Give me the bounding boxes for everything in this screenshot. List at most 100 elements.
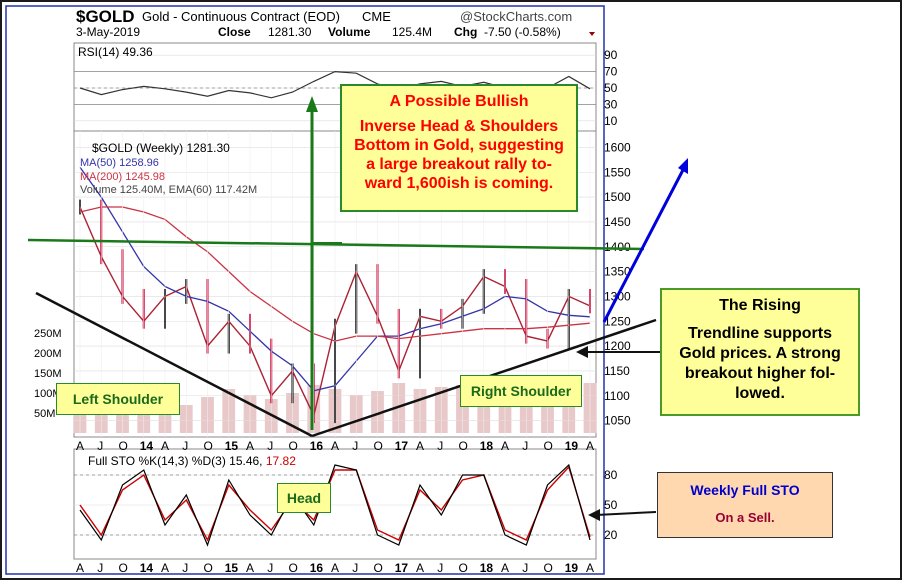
volume-label: Volume [328,25,371,39]
breakout-arrowhead [678,158,688,174]
price-x-tick-label: 18 [480,439,494,453]
sto-x-tick-label: A [331,561,339,575]
price-tick-label: 1050 [604,414,631,428]
price-x-tick-label: 19 [565,439,579,453]
sto-x-tick-label: 15 [225,561,239,575]
header-exchange: CME [362,9,391,24]
price-x-tick-label: J [437,439,443,453]
volume-tick-label: 50M [34,408,55,420]
bullish-body: Inverse Head & Shoulders Bottom in Gold,… [354,118,564,192]
price-tick-label: 1600 [604,140,631,154]
sto-x-tick-label: J [182,561,188,575]
header-name: Gold - Continuous Contract (EOD) [142,9,340,24]
rsi-legend: RSI(14) 49.36 [78,45,153,59]
price-x-tick-label: O [459,439,468,453]
sto-x-tick-label: A [501,561,509,575]
left-shoulder-label: Left Shoulder [56,383,180,415]
sto-pointer-head [588,509,600,521]
sto-x-tick-label: J [437,561,443,575]
volume-value: 125.4M [392,25,432,39]
close-label: Close [218,25,251,39]
sto-note-sub: On a Sell. [715,510,775,525]
price-x-tick-label: O [289,439,298,453]
sto-x-tick-label: O [204,561,213,575]
price-x-tick-label: J [522,439,528,453]
price-x-tick-label: O [204,439,213,453]
bullish-note: A Possible Bullish Inverse Head & Should… [340,84,578,212]
sto-legend-prefix: Full STO %K(14,3) %D(3) [88,454,226,468]
volume-legend: Volume 125.40M, EMA(60) 117.42M [80,184,257,196]
sto-x-tick-label: O [374,561,383,575]
price-x-tick-label: 17 [395,439,409,453]
price-x-tick-label: 15 [225,439,239,453]
price-tick-label: 1400 [604,240,631,254]
sto-k-line [79,463,591,547]
price-x-tick-label: O [374,439,383,453]
rsi-tick-label: 10 [604,114,618,128]
price-x-tick-label: A [501,439,509,453]
target-arrowhead [306,96,318,112]
sto-x-tick-label: 16 [310,561,324,575]
ma200-legend: MA(200) 1245.98 [80,171,165,183]
right-shoulder-label: Right Shoulder [460,375,582,407]
rsi-tick-label: 50 [604,81,618,95]
head-text: Head [286,490,322,506]
price-tick-label: 1500 [604,190,631,204]
sto-panel [73,448,597,560]
sto-x-tick-label: A [416,561,424,575]
sto-x-tick-label: 18 [480,561,494,575]
sto-x-tick-label: 14 [140,561,154,575]
price-x-tick-label: J [182,439,188,453]
price-x-tick-label: A [246,439,254,453]
rsi-tick-label: 30 [604,97,618,111]
close-value: 1281.30 [268,25,312,39]
price-tick-label: 1550 [604,165,631,179]
volume-tick-label: 250M [34,328,62,340]
price-x-tick-label: A [161,439,169,453]
rsi-tick-label: 70 [604,65,618,79]
price-tick-label: 1450 [604,215,631,229]
price-x-tick-label: J [352,439,358,453]
sto-tick-label: 50 [604,498,618,512]
bullish-title: A Possible Bullish [389,93,529,110]
sto-tick-label: 20 [604,528,618,542]
sto-x-tick-label: J [97,561,103,575]
price-x-tick-label: J [97,439,103,453]
chart-frame [5,5,605,575]
sto-x-tick-label: 19 [565,561,579,575]
price-tick-label: 1200 [604,339,631,353]
sto-x-tick-label: A [76,561,84,575]
neckline [27,238,645,251]
price-tick-label: 1100 [604,389,630,403]
volume-tick-label: 100M [34,388,62,400]
price-tick-label: 1350 [604,265,631,279]
rising-title: The Rising [719,297,801,314]
sto-x-tick-label: 17 [395,561,409,575]
price-x-tick-label: A [331,439,339,453]
sto-legend: Full STO %K(14,3) %D(3) 15.46, 17.82 [88,454,296,468]
rising-note: The Rising Trendline supports Gold price… [660,288,860,416]
volume-tick-label: 150M [34,368,62,380]
sto-x-tick-label: O [119,561,128,575]
right-shoulder-text: Right Shoulder [470,383,572,399]
price-x-tick-label: A [416,439,424,453]
sto-note: Weekly Full STO On a Sell. [657,472,833,538]
price-tick-label: 1150 [604,364,630,378]
price-tick-label: 1250 [604,314,631,328]
price-x-tick-label: 16 [310,439,324,453]
sto-x-tick-label: O [459,561,468,575]
head-label: Head [277,483,331,513]
breakout-arrow-line [602,167,686,323]
sto-x-tick-label: A [161,561,169,575]
rising-pointer-head [576,346,588,358]
price-x-tick-label: 14 [140,439,154,453]
chg-value: -7.50 (-0.58%) [484,25,561,39]
price-x-tick-label: O [544,439,553,453]
price-x-tick-label: J [267,439,273,453]
sto-x-tick-label: J [352,561,358,575]
sto-x-tick-label: O [544,561,553,575]
price-legend: $GOLD (Weekly) 1281.30 [92,141,230,155]
ma50-legend: MA(50) 1258.96 [80,157,159,169]
